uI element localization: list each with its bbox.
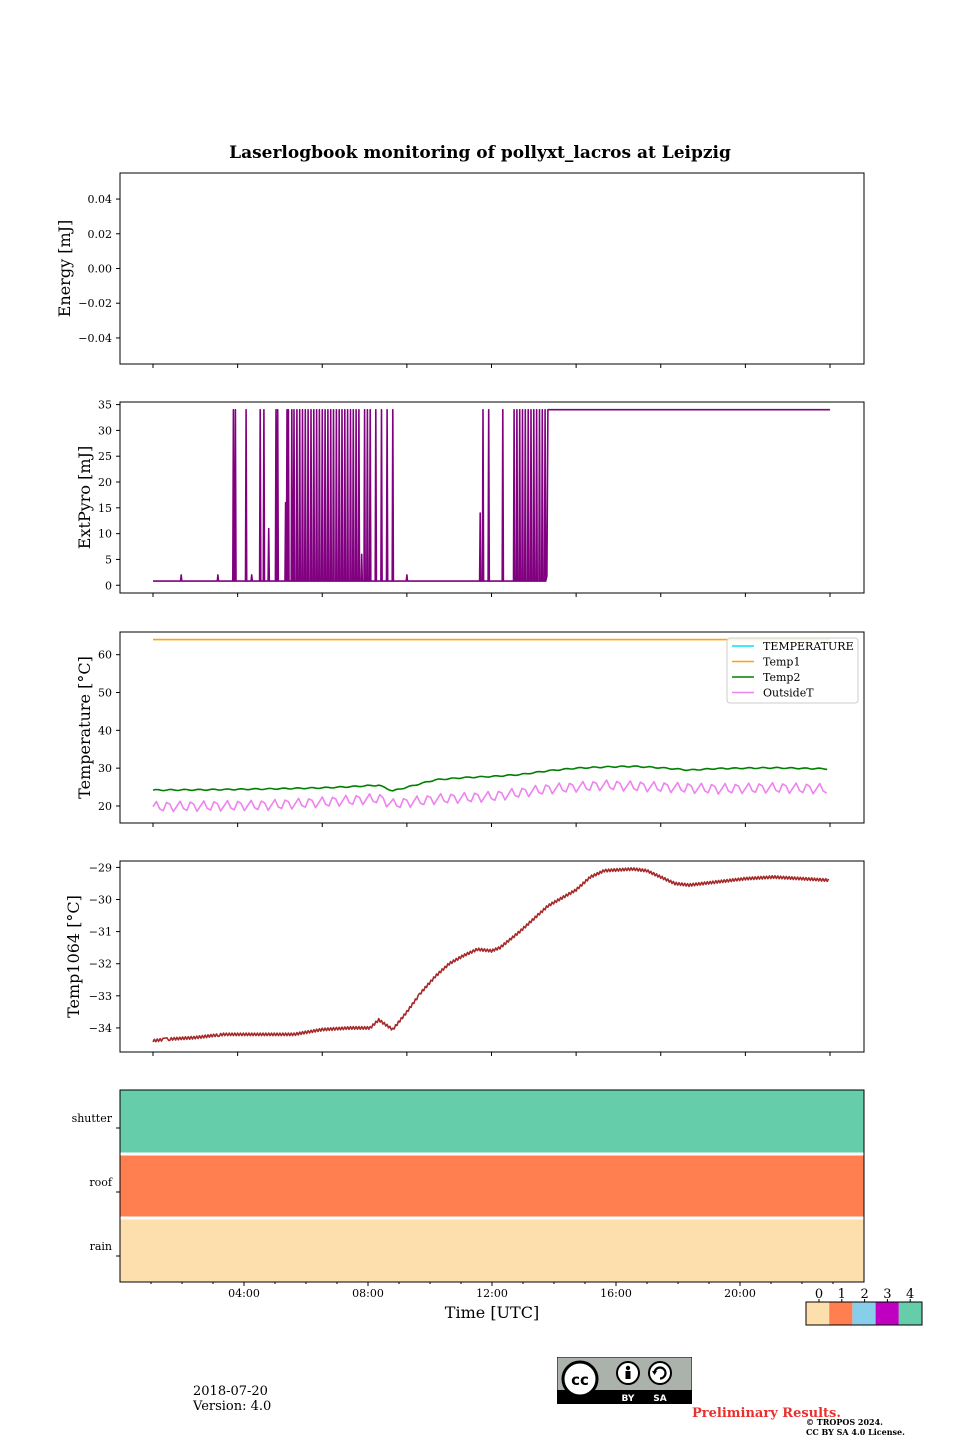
colorbar-tick-label: 0 — [815, 1287, 823, 1302]
y-tick-label: 0 — [105, 579, 112, 592]
extpyro-panel: ExtPyro [mJ] 0 5 10 15 20 25 30 35 — [75, 399, 865, 597]
cc-icon — [561, 1360, 599, 1398]
sa-label: SA — [653, 1394, 666, 1404]
legend-entry: Temp1 — [763, 656, 800, 669]
y-tick-label: 35 — [98, 399, 112, 412]
energy-panel: Energy [mJ] −0.04 −0.02 0.00 0.02 0.04 — [55, 172, 865, 368]
date-version-block: 2018-07-20 Version: 4.0 — [193, 1384, 271, 1414]
y-tick-label: 15 — [98, 502, 112, 515]
legend-entry: TEMPERATURE — [763, 640, 854, 653]
series-line-outsidet — [152, 779, 827, 813]
version-text: Version: 4.0 — [193, 1399, 272, 1414]
y-tick-label: 30 — [98, 424, 112, 437]
heatmap-row-label: rain — [90, 1240, 112, 1253]
heatmap-row-label: roof — [89, 1176, 113, 1189]
sa-share-icon — [648, 1361, 672, 1385]
heatmap-row-roof — [120, 1154, 864, 1218]
y-tick-label: 60 — [98, 649, 112, 662]
cc-license-badge: cc BY SA — [556, 1356, 693, 1408]
copyright-line-2: CC BY SA 4.0 License. — [806, 1427, 905, 1437]
status-heatmap-panel: shutter roof rain 04:00 08:00 12:00 16:00 20:00 — [72, 1089, 865, 1300]
date-text: 2018-07-20 — [193, 1384, 268, 1399]
colorbar-swatch — [875, 1302, 899, 1325]
x-tick-label: 04:00 — [228, 1287, 260, 1300]
legend-box — [726, 637, 859, 704]
colorbar-tick-label: 2 — [860, 1287, 868, 1302]
legend-entry: OutsideT — [763, 687, 814, 700]
legend: TEMPERATURE Temp1 Temp2 OutsideT — [726, 637, 859, 704]
by-label: BY — [622, 1394, 635, 1404]
x-tick-label: 20:00 — [724, 1287, 756, 1300]
y-tick-label: 20 — [98, 800, 112, 813]
copyright-note: © TROPOS 2024. CC BY SA 4.0 License. — [806, 1417, 905, 1437]
heatmap-row-rain — [120, 1218, 864, 1282]
x-tick-label: 16:00 — [600, 1287, 632, 1300]
y-axis-label: Temp1064 [°C] — [64, 895, 83, 1018]
y-tick-label: 0.00 — [88, 263, 113, 276]
temperature-panel: Temperature [°C] 20 30 40 50 60 TEMPERATURE Tem… — [75, 631, 865, 827]
y-tick-label: −30 — [89, 894, 112, 907]
y-tick-label: 5 — [105, 553, 112, 566]
heatmap-row-shutter — [120, 1090, 864, 1154]
y-tick-label: −33 — [89, 990, 112, 1003]
y-tick-label: −0.04 — [78, 332, 112, 345]
colorbar-swatch — [898, 1302, 922, 1325]
colorbar-swatch — [829, 1302, 853, 1325]
temp1064-series-line — [152, 867, 830, 1043]
colorbar-tick-label: 1 — [838, 1287, 846, 1302]
cc-logo-text: cc — [571, 1371, 589, 1389]
axes-frame — [119, 401, 865, 594]
heatmap-row-label: shutter — [72, 1112, 113, 1125]
legend-entry: Temp2 — [763, 671, 800, 684]
series-line-temp2 — [152, 765, 828, 792]
preliminary-results-note: Preliminary Results. — [692, 1406, 841, 1421]
y-tick-label: 0.02 — [88, 228, 113, 241]
y-tick-label: 20 — [98, 476, 112, 489]
y-tick-label: 25 — [98, 450, 112, 463]
colorbar-tick-label: 3 — [883, 1287, 891, 1302]
x-tick-label: 08:00 — [352, 1287, 384, 1300]
y-axis-label: Energy [mJ] — [55, 220, 74, 318]
y-tick-label: −32 — [89, 958, 112, 971]
y-axis-label: Temperature [°C] — [75, 656, 94, 799]
y-tick-label: −29 — [89, 861, 112, 874]
figure-title: Laserlogbook monitoring of pollyxt_lacro… — [229, 143, 731, 163]
y-tick-label: 40 — [98, 724, 112, 737]
axes-frame — [119, 172, 865, 365]
y-tick-label: −34 — [89, 1022, 112, 1035]
y-tick-label: 50 — [98, 687, 112, 700]
colorbar-swatch — [852, 1302, 876, 1325]
temp1064-panel: Temp1064 [°C] −34 −33 −32 −31 −30 −29 — [64, 860, 865, 1056]
copyright-line-1: © TROPOS 2024. — [806, 1417, 883, 1427]
colorbar-tick-label: 4 — [906, 1287, 914, 1302]
y-axis-label: ExtPyro [mJ] — [75, 446, 94, 549]
y-tick-label: 0.04 — [88, 193, 113, 206]
y-tick-label: 10 — [98, 528, 112, 541]
x-tick-label: 12:00 — [476, 1287, 508, 1300]
axes-frame — [119, 860, 865, 1053]
y-tick-label: 30 — [98, 762, 112, 775]
colorbar-frame — [805, 1301, 923, 1326]
x-axis-label: Time [UTC] — [445, 1303, 539, 1322]
y-tick-label: −0.02 — [78, 297, 112, 310]
colorbar-swatch — [806, 1302, 830, 1325]
y-tick-label: −31 — [89, 926, 112, 939]
extpyro-series-line — [153, 408, 830, 582]
